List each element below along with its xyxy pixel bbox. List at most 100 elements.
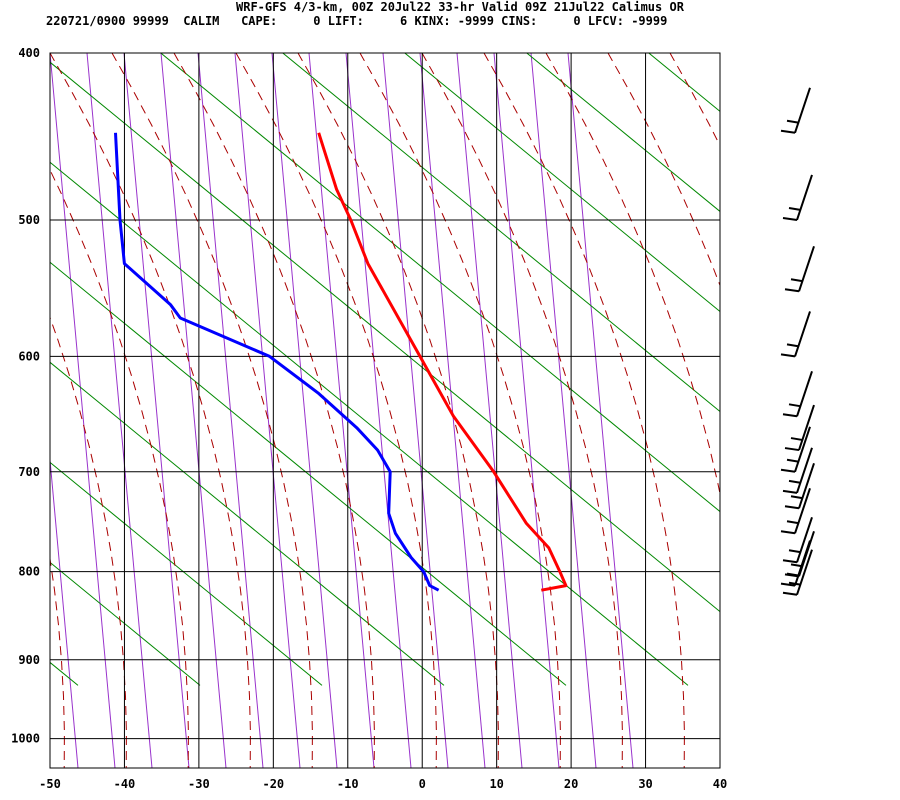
wind-barb: [782, 174, 813, 221]
plot-frame: [49, 52, 721, 769]
wind-barb-flag: [780, 582, 796, 587]
moist-adiabat-line: [0, 53, 2, 768]
dry-adiabat-line: [50, 461, 323, 686]
moist-adiabat-line: [50, 555, 65, 768]
wind-barb-flag: [788, 479, 802, 484]
x-tick-label: -30: [188, 777, 210, 791]
dry-adiabat-line: [525, 53, 720, 213]
wind-barb-flag: [782, 591, 798, 596]
dry-adiabat-line: [50, 361, 445, 686]
isotherm-line: [419, 53, 486, 768]
y-tick-label: 500: [18, 213, 40, 227]
moist-adiabat-line: [545, 53, 720, 497]
wind-barb-staff: [796, 174, 813, 221]
wind-barb-flag: [782, 413, 798, 418]
wind-barb-flag: [780, 129, 796, 134]
dry-adiabat-line: [50, 261, 567, 686]
wind-barb: [784, 462, 815, 510]
wind-barb: [782, 447, 813, 494]
x-tick-label: 30: [638, 777, 652, 791]
y-tick-label: 400: [18, 46, 40, 60]
wind-barb-flag: [790, 278, 804, 283]
grid: [49, 52, 721, 768]
wind-barb: [780, 540, 811, 587]
wind-barb-flag: [788, 403, 802, 408]
moist-adiabat-line: [483, 53, 685, 768]
wind-barb-flag: [784, 447, 800, 452]
moist-adiabat-line: [111, 53, 313, 768]
wind-barbs: [780, 87, 815, 596]
dry-adiabat-line: [403, 53, 720, 313]
wind-barb-staff: [796, 370, 813, 417]
y-tick-label: 600: [18, 349, 40, 363]
wind-barb: [780, 487, 811, 535]
wind-barb: [782, 370, 813, 418]
isotherm-line: [456, 53, 523, 768]
wind-barb-flag: [790, 437, 804, 442]
wind-barb-flag: [786, 572, 800, 577]
wind-barb: [782, 516, 813, 564]
x-tick-label: -10: [337, 777, 359, 791]
wind-barb-flag: [780, 468, 796, 473]
isotherm-line: [123, 53, 190, 768]
moist-adiabat-line: [50, 316, 127, 768]
wind-barb-flag: [786, 119, 800, 124]
moist-adiabat-line: [50, 168, 189, 768]
wind-barb-flag: [782, 489, 798, 494]
wind-barb-staff: [796, 549, 813, 596]
dry-adiabat-line: [722, 13, 900, 685]
wind-barb: [780, 87, 811, 134]
wind-barb-flag: [786, 343, 800, 348]
wind-barb: [782, 549, 813, 596]
dry-adiabat-line: [844, 13, 900, 685]
wind-barb-flag: [786, 520, 800, 525]
isotherm-line: [50, 53, 116, 768]
dry-adiabat-line: [281, 53, 720, 413]
wind-barb-staff: [794, 426, 811, 473]
wind-barb-flag: [780, 530, 796, 535]
isotherm-line: [567, 53, 634, 768]
x-tick-label: 20: [564, 777, 578, 791]
dry-adiabat-line: [50, 61, 720, 613]
moist-adiabat-line: [235, 53, 437, 768]
dry-adiabat-line: [647, 53, 720, 113]
wind-barb-flag: [788, 206, 802, 211]
x-tick-label: -20: [262, 777, 284, 791]
wind-barb-flag: [784, 288, 800, 293]
wind-barb-staff: [798, 462, 815, 509]
y-tick-label: 1000: [11, 732, 40, 746]
x-tick-label: -50: [39, 777, 61, 791]
x-tick-label: 0: [419, 777, 426, 791]
wind-barb-staff: [796, 516, 813, 563]
wind-barb-staff: [794, 311, 811, 357]
wind-barb: [784, 245, 815, 293]
wind-barb-staff: [798, 245, 815, 292]
wind-barb-staff: [798, 404, 815, 451]
x-tick-label: 10: [489, 777, 503, 791]
isotherm-line: [50, 454, 79, 768]
y-tick-label: 700: [18, 465, 40, 479]
isotherm-line: [0, 53, 4, 768]
dry-adiabat-line: [159, 53, 720, 513]
station-stats-line: 220721/0900 99999 CALIM CAPE: 0 LIFT: 6 …: [46, 14, 668, 28]
x-tick-label: 40: [713, 777, 727, 791]
wind-barb: [780, 311, 811, 358]
moist-adiabat-line: [359, 53, 561, 768]
wind-barb-flag: [786, 458, 800, 463]
y-tick-label: 900: [18, 653, 40, 667]
wind-barb: [784, 404, 815, 452]
wind-barb: [780, 426, 811, 473]
wind-barb-staff: [796, 447, 813, 494]
background-lines: [0, 13, 900, 768]
moist-adiabat-line: [173, 53, 375, 768]
dewpoint-profile: [114, 132, 440, 592]
wind-barb-staff: [794, 487, 811, 534]
wind-barb-flag: [788, 581, 802, 586]
x-tick-label: -40: [114, 777, 136, 791]
isotherm-line: [271, 53, 338, 768]
isotherm-line: [234, 53, 301, 768]
dry-adiabat-line: [50, 561, 201, 686]
wind-barb-flag: [790, 495, 804, 500]
moist-adiabat-line: [50, 53, 251, 768]
